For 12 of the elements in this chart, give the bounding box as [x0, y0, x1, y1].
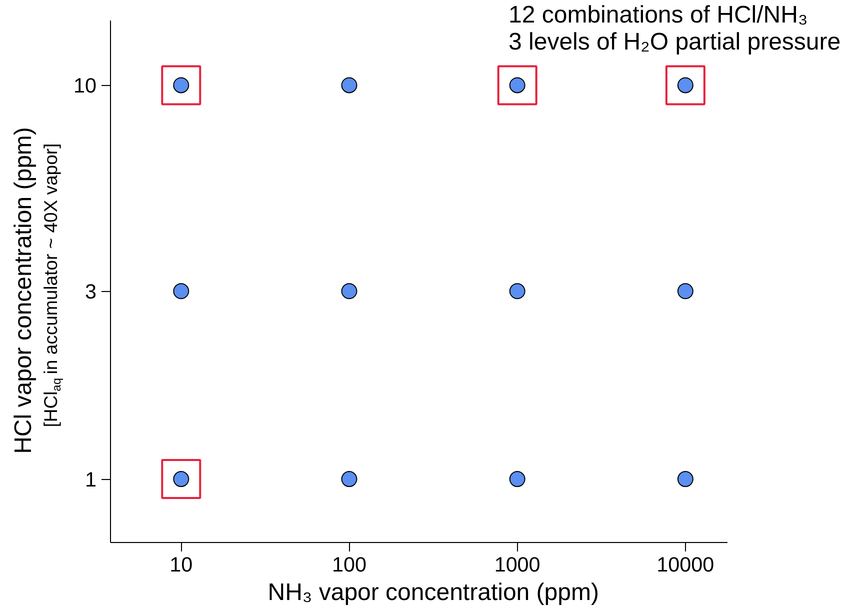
x-axis-title: NH₃ vapor concentration (ppm)	[268, 579, 599, 606]
x-tick-label: 100	[332, 554, 366, 576]
x-tick-label: 10000	[656, 554, 714, 576]
y-tick-label: 3	[85, 280, 97, 304]
x-tick-label: 10	[170, 554, 193, 576]
y-tick-label: 10	[74, 74, 97, 98]
y-axis-title: HCl vapor concentration (ppm)	[10, 127, 37, 454]
y-tick-label: 1	[85, 468, 97, 492]
x-tick-label: 1000	[494, 554, 540, 576]
annotation: 3 levels of H₂O partial pressure	[508, 28, 841, 56]
text: [HClaq in accumulator ~ 40X vapor]	[40, 143, 64, 428]
annotation: 12 combinations of HCl/NH₃	[508, 2, 808, 28]
